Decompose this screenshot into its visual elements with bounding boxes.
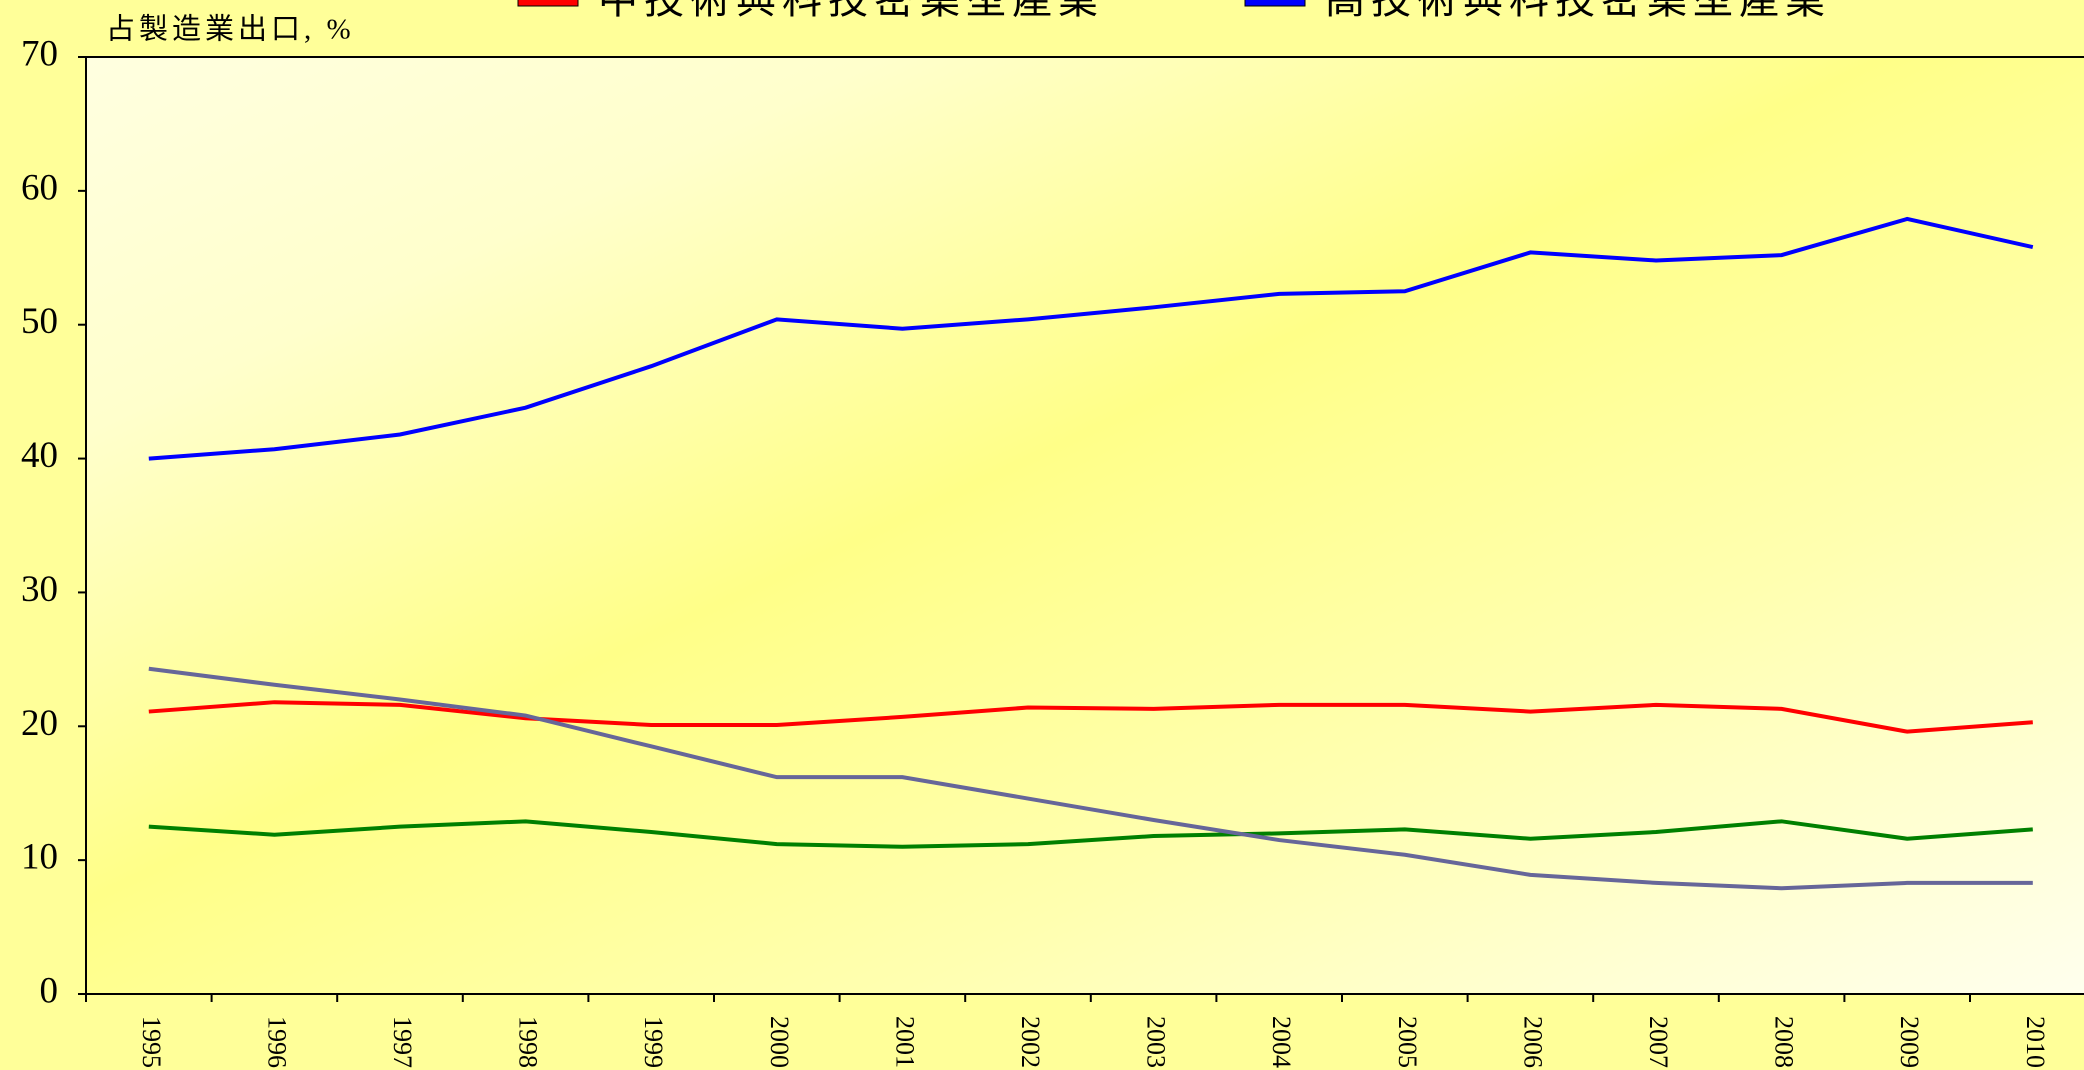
x-tick-label: 2003 — [1142, 1016, 1171, 1068]
x-tick-label: 1998 — [514, 1016, 543, 1068]
x-tick-label: 2010 — [2021, 1016, 2050, 1068]
x-tick-label: 2009 — [1895, 1016, 1924, 1068]
series-line — [148, 819, 2033, 849]
legend-swatch — [1244, 0, 1306, 7]
y-tick-label: 0 — [40, 970, 59, 1011]
series-line — [148, 700, 2033, 734]
x-tick-label: 1996 — [262, 1016, 291, 1068]
x-tick-label: 2000 — [765, 1016, 794, 1068]
series-line — [148, 216, 2034, 461]
y-tick-label: 20 — [21, 703, 58, 744]
y-tick-label: 10 — [21, 837, 58, 878]
x-tick-label: 1997 — [388, 1016, 417, 1068]
y-axis-label: 占製造業出口, % — [106, 13, 355, 46]
y-tick-label: 30 — [21, 569, 58, 610]
y-tick-label: 50 — [21, 301, 58, 342]
legend-swatch — [517, 0, 579, 7]
x-tick-label: 1995 — [137, 1016, 166, 1068]
y-tick-label: 70 — [21, 33, 58, 74]
y-tick-label: 60 — [21, 167, 58, 208]
x-tick-label: 2005 — [1393, 1016, 1422, 1068]
legend-label: 中技術與科技密集型產業 — [598, 0, 1104, 22]
x-tick-label: 2006 — [1518, 1016, 1547, 1068]
x-tick-label: 2008 — [1770, 1016, 1799, 1068]
series-line — [148, 666, 2033, 891]
legend-label: 高技術與科技密集型產業 — [1325, 0, 1831, 22]
x-tick-label: 2007 — [1644, 1016, 1673, 1068]
x-tick-label: 2001 — [890, 1016, 919, 1068]
x-tick-label: 2004 — [1267, 1016, 1296, 1068]
y-tick-label: 40 — [21, 435, 58, 476]
x-tick-label: 1999 — [639, 1016, 668, 1068]
plot-area — [85, 56, 2084, 995]
x-tick-label: 2002 — [1016, 1016, 1045, 1068]
